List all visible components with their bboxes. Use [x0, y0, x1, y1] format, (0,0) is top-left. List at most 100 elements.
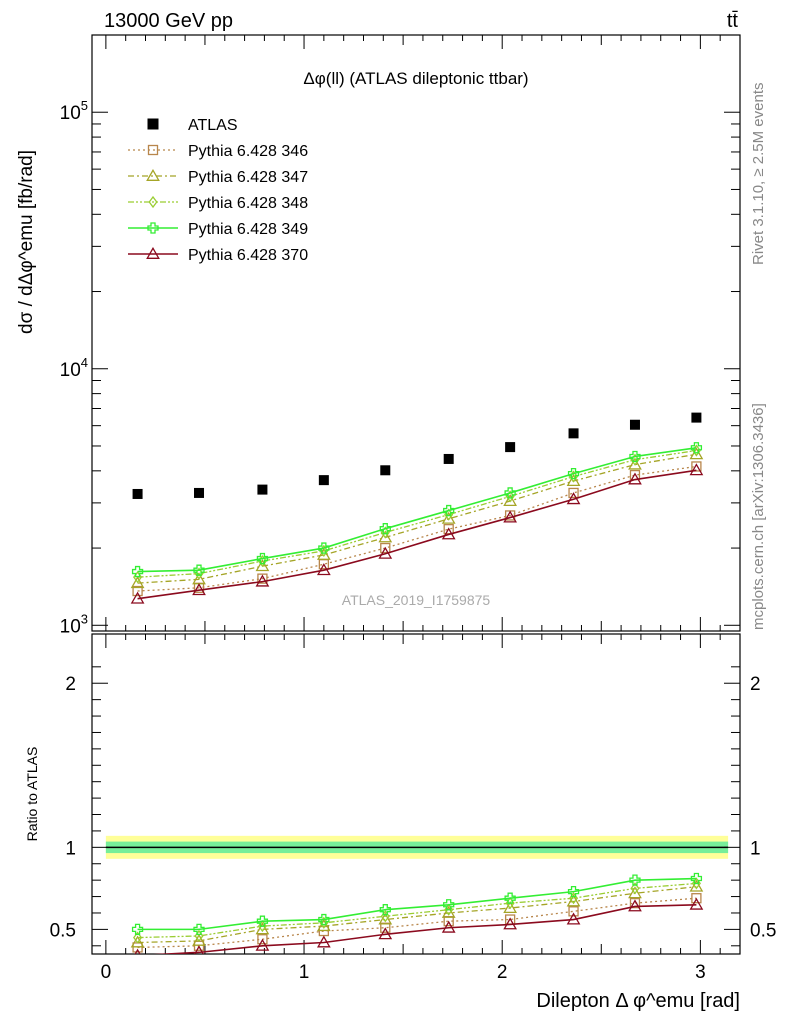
legend-marker-3	[148, 195, 158, 209]
x-axis-label: Dilepton Δ φ^emu [rad]	[536, 990, 740, 1012]
data-point-top-2-8	[628, 457, 642, 470]
data-point-top-0-1	[194, 487, 205, 498]
series-line-top-2	[137, 453, 697, 584]
data-point-ratio-0-8	[629, 897, 641, 909]
y-tick-label-top: 104	[60, 355, 88, 381]
data-point-ratio-4-3	[316, 935, 331, 948]
process-label: tt̄	[727, 10, 739, 32]
y-tick-label-bot: 2	[65, 674, 76, 695]
data-point-top-5-3	[316, 563, 331, 576]
data-point-ratio-3-0	[131, 923, 144, 936]
data-point-top-5-4	[378, 546, 393, 559]
data-point-top-4-9	[690, 442, 703, 454]
data-point-top-5-7	[566, 492, 581, 505]
data-point-ratio-4-6	[503, 917, 517, 930]
data-point-top-2-7	[566, 473, 581, 487]
data-point-top-5-9	[689, 463, 704, 476]
ratio-y-axis-label: Ratio to ATLAS	[24, 747, 40, 842]
energy-label: 13000 GeV pp	[104, 10, 233, 32]
data-point-ratio-1-4	[378, 912, 393, 925]
data-point-top-0-3	[318, 475, 329, 486]
y-tick-label-bot-right: 2	[750, 674, 761, 695]
data-point-top-0-4	[380, 465, 391, 476]
data-point-ratio-3-7	[567, 885, 580, 898]
legend-marker-2	[146, 168, 160, 181]
data-point-top-2-3	[316, 547, 331, 560]
data-point-ratio-4-2	[255, 938, 270, 951]
data-point-ratio-1-3	[316, 919, 331, 932]
legend-label-0: ATLAS	[188, 117, 238, 134]
data-point-top-0-0	[132, 488, 143, 499]
data-point-top-4-2	[256, 552, 269, 565]
data-point-top-4-3	[318, 542, 330, 554]
data-point-top-2-4	[378, 530, 393, 543]
series-line-ratio-3	[137, 877, 697, 931]
data-point-ratio-1-5	[441, 905, 456, 918]
data-point-top-0-7	[568, 428, 579, 439]
x-tick-label: 3	[695, 962, 706, 983]
legend-marker-1	[147, 144, 159, 156]
data-point-top-5-1	[192, 583, 206, 596]
data-point-top-4-6	[504, 487, 516, 499]
data-point-top-2-9	[689, 447, 704, 460]
data-point-ratio-3-1	[193, 923, 205, 936]
legend-label-5: Pythia 6.428 370	[188, 247, 308, 264]
legend-marker-0	[147, 118, 159, 130]
x-tick-label: 0	[101, 962, 112, 983]
top-plot-frame	[91, 34, 741, 632]
data-point-ratio-1-6	[503, 900, 517, 914]
data-point-ratio-3-2	[256, 915, 269, 927]
data-point-top-0-8	[629, 419, 640, 430]
data-point-top-1-4	[380, 542, 391, 554]
top-y-axis-label: dσ / dΔφ^emu [fb/rad]	[16, 150, 37, 334]
series-line-ratio-4	[153, 903, 697, 954]
y-tick-label-top: 103	[60, 611, 88, 637]
data-point-ratio-0-7	[568, 906, 579, 917]
data-point-ratio-1-1	[192, 933, 206, 946]
data-point-ratio-4-1	[194, 945, 204, 954]
data-point-top-4-7	[567, 468, 580, 480]
data-point-ratio-3-8	[629, 874, 641, 886]
data-point-top-1-0	[132, 585, 143, 597]
y-tick-label-top: 105	[60, 98, 88, 124]
data-point-top-4-1	[193, 564, 205, 576]
legend-marker-5	[146, 246, 160, 259]
data-point-top-1-7	[568, 487, 579, 499]
data-point-ratio-3-6	[504, 892, 516, 904]
analysis-tag: ATLAS_2019_I1759875	[342, 592, 491, 608]
data-point-top-0-5	[443, 453, 454, 464]
data-point-ratio-4-9	[689, 897, 704, 910]
legend-label-2: Pythia 6.428 347	[188, 169, 308, 186]
x-tick-label: 2	[497, 962, 508, 983]
series-line-top-4	[137, 446, 697, 573]
data-point-top-2-5	[441, 511, 456, 524]
data-point-ratio-1-0	[130, 935, 145, 948]
y-tick-label-bot: 0.5	[50, 920, 76, 941]
rivet-label: Rivet 3.1.10, ≥ 2.5M events	[750, 83, 767, 266]
data-point-top-5-0	[130, 591, 145, 604]
data-point-ratio-1-7	[566, 894, 581, 907]
data-point-ratio-4-4	[378, 927, 393, 940]
y-tick-label-bot: 1	[65, 838, 76, 859]
x-tick-label: 1	[299, 962, 310, 983]
data-point-top-5-8	[628, 472, 642, 485]
data-point-ratio-4-7	[566, 912, 581, 925]
data-point-ratio-0-2	[257, 934, 268, 945]
data-point-ratio-1-8	[628, 886, 642, 899]
data-point-top-0-2	[257, 484, 268, 495]
data-point-ratio-2-0	[133, 931, 143, 944]
data-point-ratio-4-5	[441, 920, 456, 933]
data-point-ratio-1-2	[255, 922, 270, 935]
data-point-ratio-3-9	[690, 872, 703, 885]
legend: ATLAS Pythia 6.428 346 Pythia 6.428 347 Pyt…	[128, 117, 308, 264]
data-point-top-4-4	[379, 523, 391, 535]
data-point-ratio-3-5	[443, 899, 455, 911]
data-point-top-2-6	[503, 493, 517, 507]
legend-label-1: Pythia 6.428 346	[188, 143, 308, 160]
data-point-ratio-2-8	[630, 882, 640, 895]
data-point-ratio-3-4	[379, 904, 391, 916]
data-point-top-5-5	[441, 527, 456, 540]
top-axes: 103 104 105	[60, 34, 740, 637]
ratio-plot-frame	[91, 633, 741, 955]
data-point-ratio-0-9	[691, 893, 702, 904]
